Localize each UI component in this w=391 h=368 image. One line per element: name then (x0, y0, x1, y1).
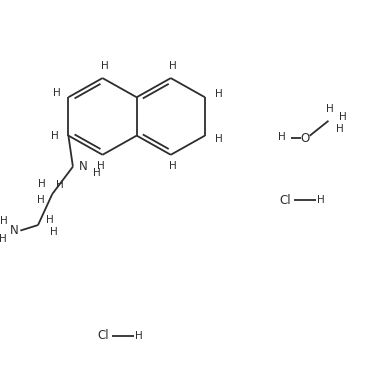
Text: H: H (51, 131, 58, 141)
Text: H: H (169, 61, 176, 71)
Text: N: N (10, 224, 19, 237)
Text: H: H (0, 234, 7, 244)
Text: H: H (50, 227, 57, 237)
Text: H: H (37, 195, 45, 205)
Text: H: H (38, 179, 46, 189)
Text: H: H (46, 215, 54, 224)
Text: H: H (339, 112, 346, 122)
Text: H: H (317, 195, 325, 205)
Text: H: H (135, 330, 143, 340)
Text: H: H (336, 124, 344, 134)
Text: H: H (0, 216, 8, 226)
Text: Cl: Cl (97, 329, 109, 342)
Text: H: H (326, 104, 334, 114)
Text: H: H (100, 61, 108, 71)
Text: H: H (278, 131, 286, 142)
Text: H: H (93, 168, 101, 178)
Text: H: H (97, 162, 104, 171)
Text: H: H (56, 180, 64, 190)
Text: H: H (52, 88, 60, 98)
Text: H: H (215, 89, 222, 99)
Text: O: O (301, 132, 310, 145)
Text: Cl: Cl (279, 194, 291, 207)
Text: H: H (215, 134, 222, 144)
Text: N: N (79, 160, 88, 173)
Text: H: H (169, 162, 176, 171)
